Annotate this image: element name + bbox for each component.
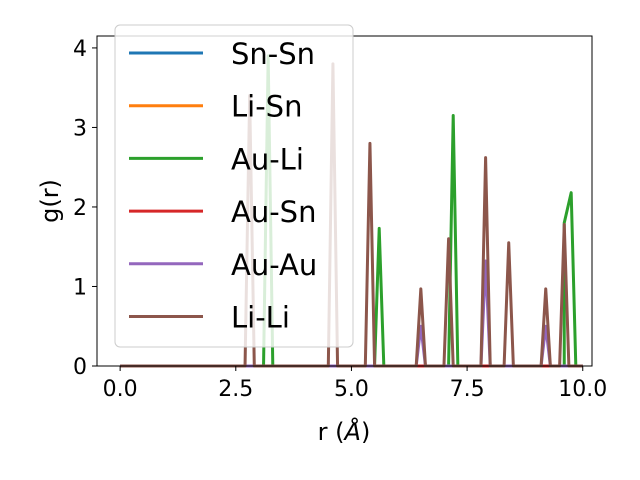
y-tick-label: 3 [73,116,87,141]
x-tick-label: 7.5 [450,377,485,402]
legend-box [114,24,354,348]
x-tick-label: 0.0 [103,377,138,402]
x-tick-label: 5.0 [334,377,369,402]
legend: Sn-Sn Li-Sn Au-Li Au-Sn Au-Au Li-Li [114,24,354,348]
legend-label-au-li: Au-Li [231,142,304,176]
legend-label-au-sn: Au-Sn [231,195,316,229]
legend-label-li-li: Li-Li [231,301,290,335]
x-axis-label-suffix: ) [361,418,370,446]
y-axis-label: g(r) [36,179,64,223]
y-tick-label: 2 [73,196,87,221]
x-tick-label: 2.5 [218,377,253,402]
legend-items: Sn-Sn Li-Sn Au-Li Au-Sn Au-Au Li-Li [129,37,317,335]
x-axis-label-prefix: r ( [318,418,345,446]
x-axis-label-unit: Å [343,417,361,446]
y-tick-label: 1 [73,275,87,300]
x-axis-label: r (Å) [318,417,371,446]
legend-label-sn-sn: Sn-Sn [231,37,315,71]
y-tick-label: 0 [73,355,87,380]
legend-label-li-sn: Li-Sn [231,90,302,124]
legend-label-au-au: Au-Au [231,248,317,282]
x-axis-ticks: 0.0 2.5 5.0 7.5 10.0 [103,366,607,402]
y-tick-label: 4 [73,37,87,62]
x-tick-label: 10.0 [558,377,607,402]
y-axis-ticks: 0 1 2 3 4 [73,37,97,380]
